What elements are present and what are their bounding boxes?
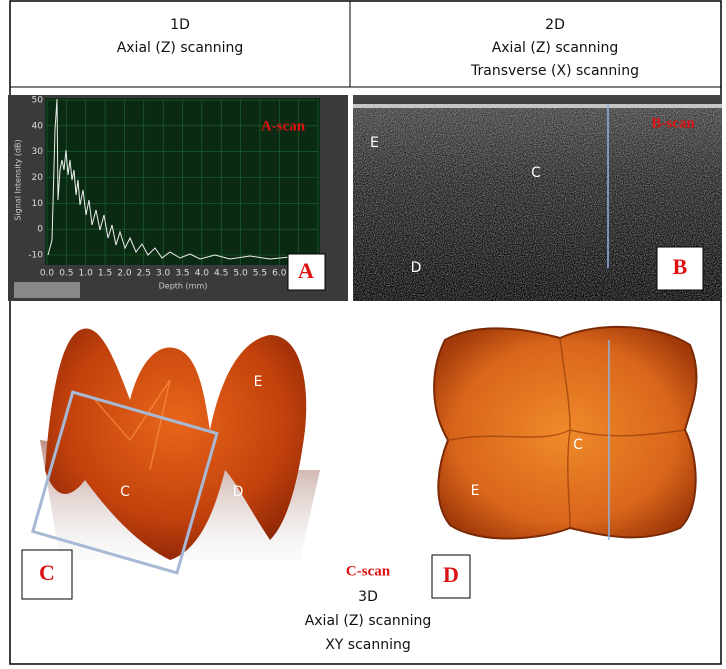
x-tick-label: 2.5: [137, 269, 151, 279]
caption: Transverse (X) scanning: [470, 63, 639, 79]
region-label: E: [254, 374, 263, 390]
x-tick-label: 4.0: [195, 269, 210, 279]
region-label: C: [120, 484, 130, 500]
y-tick-label: 50: [32, 96, 44, 106]
region-label: C: [573, 437, 583, 453]
x-tick-label: 3.0: [156, 269, 171, 279]
scan-label: A-scan: [261, 118, 306, 134]
panel-a: 50 40 30 20 10 0 -10 0.0 0.5 1.0 1.5 2.0 2.5 3.0 3.5 4.…: [8, 95, 348, 301]
x-tick-label: 5.0: [233, 269, 248, 279]
y-tick-label: 20: [32, 173, 44, 183]
x-tick-label: 1.5: [98, 269, 112, 279]
panel-b: E C D B-scan B: [353, 95, 722, 301]
y-tick-label: 40: [32, 121, 44, 131]
scan-label: B-scan: [651, 115, 695, 131]
panel-letter: C: [39, 560, 55, 585]
x-tick-label: 0.0: [40, 269, 55, 279]
region-label: E: [471, 483, 480, 499]
scan-label: C-scan: [346, 563, 391, 579]
y-tick-label: 0: [37, 225, 43, 235]
caption: Axial (Z) scanning: [492, 40, 619, 56]
caption: 2D: [545, 17, 565, 33]
region-label: E: [370, 135, 379, 151]
caption: Axial (Z) scanning: [305, 613, 432, 629]
x-tick-label: 1.0: [79, 269, 94, 279]
panel-c: C D E C: [22, 328, 320, 599]
x-tick-label: 3.5: [175, 269, 189, 279]
region-label: D: [233, 484, 244, 500]
x-tick-label: 4.5: [214, 269, 228, 279]
axis-label: Signal Intensity (dB): [14, 139, 23, 220]
caption: 3D: [358, 589, 378, 605]
panel-letter: B: [673, 254, 688, 279]
y-tick-label: 10: [32, 199, 44, 209]
x-tick-label: 0.5: [59, 269, 73, 279]
panel-letter: D: [443, 562, 459, 587]
x-tick-label: 6.0: [272, 269, 287, 279]
caption: 1D: [170, 17, 190, 33]
figure: 1D Axial (Z) scanning 2D Axial (Z) scann…: [0, 0, 726, 665]
region-label: D: [411, 260, 422, 276]
panel-letter: A: [298, 258, 314, 283]
caption: Axial (Z) scanning: [117, 40, 244, 56]
x-tick-label: 5.5: [253, 269, 267, 279]
panel-d: C E D: [432, 327, 696, 598]
caption: XY scanning: [325, 637, 411, 653]
axis-label: Depth (mm): [159, 282, 208, 291]
region-label: C: [531, 165, 541, 181]
x-tick-label: 2.0: [117, 269, 132, 279]
y-tick-label: -10: [28, 251, 43, 261]
y-tick-label: 30: [32, 147, 44, 157]
